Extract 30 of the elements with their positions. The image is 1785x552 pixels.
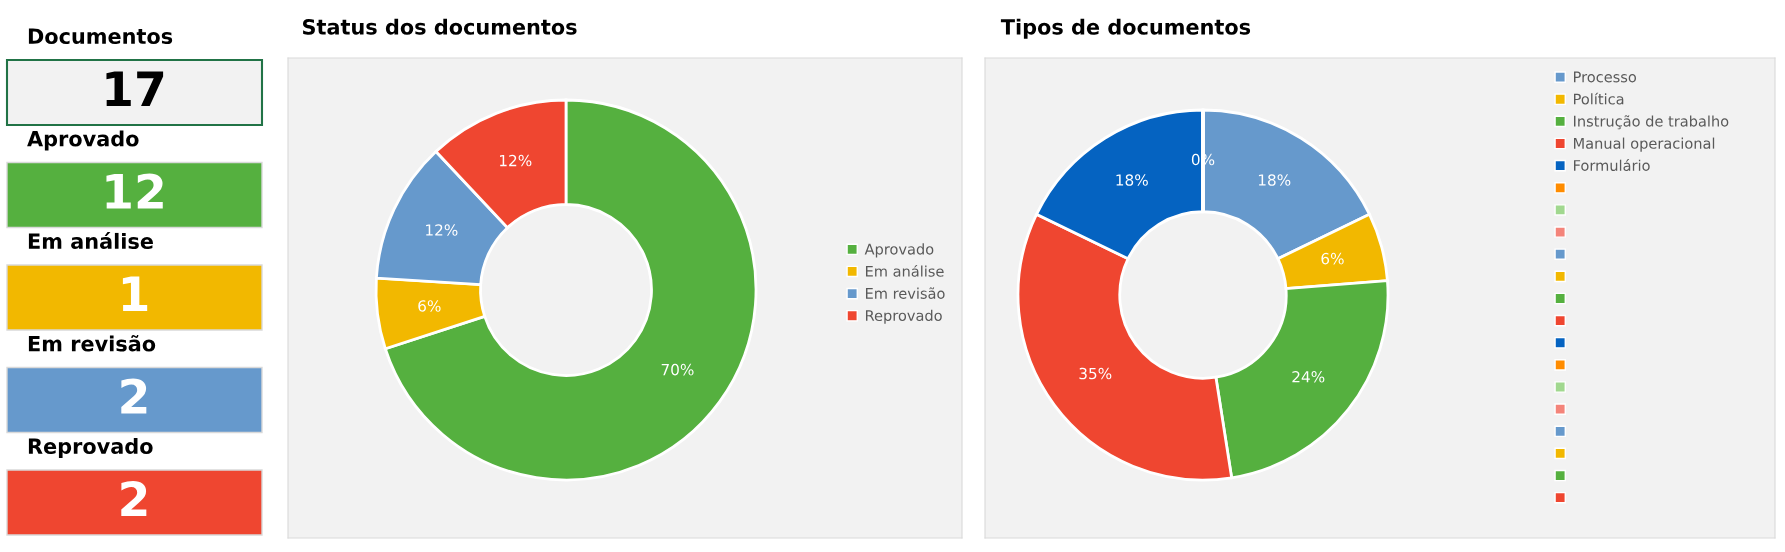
legend-label: Manual operacional — [1574, 137, 1715, 152]
legend-label: Em análise — [866, 264, 944, 277]
category-label: Aprovado — [27, 130, 139, 151]
category-label: Em análise — [28, 232, 153, 250]
category-label: Em revisão — [28, 335, 156, 352]
legend-label: Aprovado — [864, 243, 934, 258]
data-label: 18% — [1116, 174, 1148, 186]
data-label: 12% — [499, 154, 532, 167]
category-label: Reprovado — [28, 437, 153, 459]
legend-label: Política — [1574, 92, 1624, 105]
legend-label: Em revisão — [866, 287, 945, 299]
chart-title: Tipos de documentos — [1000, 18, 1251, 39]
chart-title: Status dos documentos — [302, 18, 577, 35]
data-label: 12 — [106, 173, 163, 209]
data-label: 2 — [121, 480, 147, 517]
category-label: Documentos — [28, 28, 173, 45]
data-label: 18% — [1258, 174, 1291, 186]
legend-label: Reprovado — [866, 309, 942, 324]
legend-label: Formulário — [1574, 159, 1650, 171]
legend-label: Processo — [1574, 71, 1637, 83]
data-label: 2 — [121, 378, 147, 414]
data-label: 1 — [122, 276, 148, 312]
data-label: 6% — [1321, 252, 1344, 265]
data-label: 6% — [418, 300, 441, 312]
data-label: 35% — [1079, 367, 1112, 380]
data-label: 70% — [661, 363, 694, 376]
legend-label: Instrução de trabalho — [1574, 115, 1729, 130]
data-label: 12% — [426, 224, 458, 236]
data-label: 17 — [106, 71, 164, 107]
data-label: 24% — [1292, 371, 1325, 383]
